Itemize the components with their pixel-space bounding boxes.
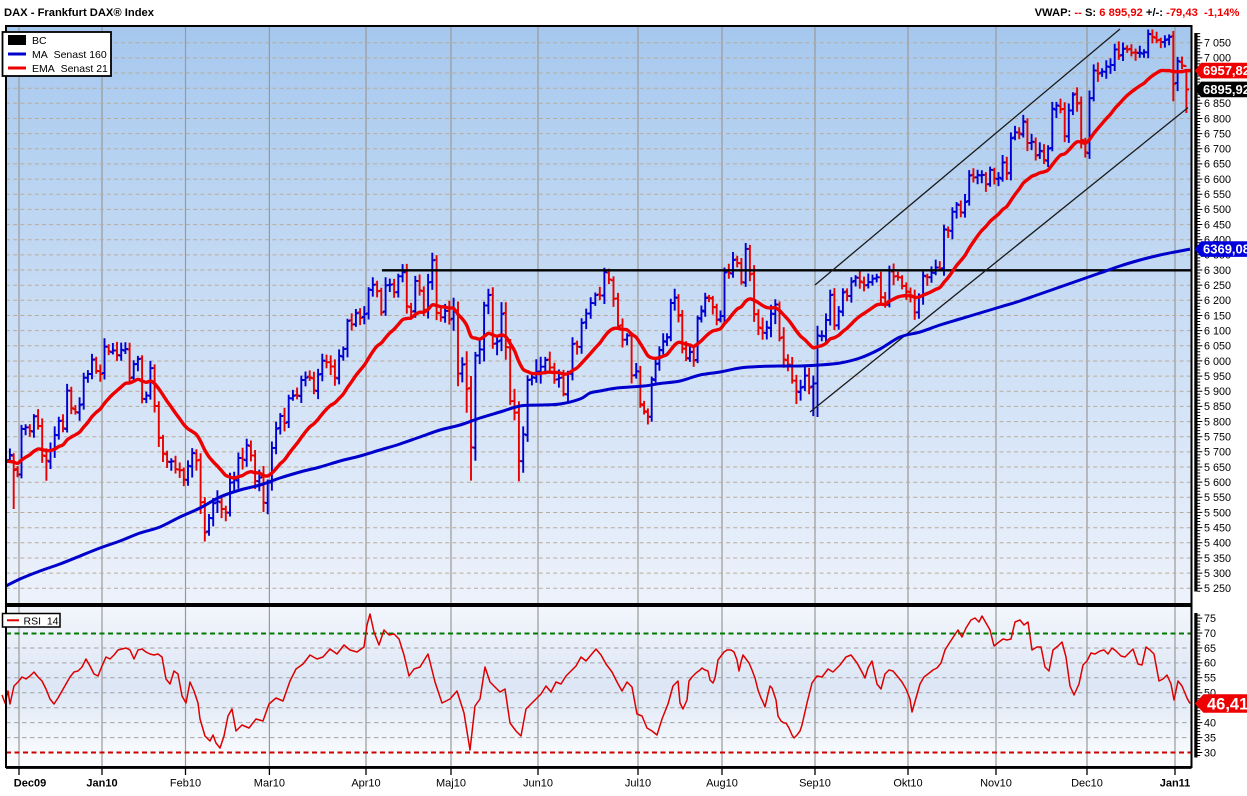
svg-text:Jul10: Jul10	[625, 778, 651, 790]
svg-text:55: 55	[1204, 673, 1216, 685]
svg-text:46,41: 46,41	[1207, 695, 1247, 713]
svg-text:5 700: 5 700	[1204, 447, 1231, 459]
svg-text:5 900: 5 900	[1204, 386, 1231, 398]
svg-text:5 600: 5 600	[1204, 477, 1231, 489]
svg-text:6895,92: 6895,92	[1203, 82, 1247, 97]
svg-text:Maj10: Maj10	[436, 778, 466, 790]
svg-text:35: 35	[1204, 732, 1216, 744]
svg-text:5 350: 5 350	[1204, 553, 1231, 565]
svg-text:60: 60	[1204, 658, 1216, 670]
svg-text:6 150: 6 150	[1204, 310, 1231, 322]
svg-text:6 000: 6 000	[1204, 356, 1231, 368]
svg-text:Nov10: Nov10	[980, 778, 1012, 790]
svg-text:Sep10: Sep10	[799, 778, 831, 790]
svg-text:6 650: 6 650	[1204, 159, 1231, 171]
svg-text:DAX - Frankfurt DAX® Index: DAX - Frankfurt DAX® Index	[4, 7, 155, 19]
svg-text:65: 65	[1204, 643, 1216, 655]
svg-text:Jun10: Jun10	[523, 778, 553, 790]
svg-text:6369,08: 6369,08	[1203, 242, 1247, 257]
svg-text:5 250: 5 250	[1204, 583, 1231, 595]
svg-text:6 600: 6 600	[1204, 174, 1231, 186]
svg-text:30: 30	[1204, 747, 1216, 759]
svg-text:6 500: 6 500	[1204, 204, 1231, 216]
svg-text:Mar10: Mar10	[254, 778, 285, 790]
svg-text:Jan11: Jan11	[1160, 778, 1191, 790]
svg-text:5 500: 5 500	[1204, 507, 1231, 519]
svg-text:6 850: 6 850	[1204, 98, 1231, 110]
svg-text:5 550: 5 550	[1204, 492, 1231, 504]
svg-text:40: 40	[1204, 717, 1216, 729]
svg-text:6 100: 6 100	[1204, 325, 1231, 337]
svg-text:6 250: 6 250	[1204, 280, 1231, 292]
svg-text:5 950: 5 950	[1204, 371, 1231, 383]
svg-text:RSI 14: RSI 14	[24, 616, 59, 628]
svg-text:5 400: 5 400	[1204, 538, 1231, 550]
svg-text:Aug10: Aug10	[706, 778, 738, 790]
svg-text:6 200: 6 200	[1204, 295, 1231, 307]
svg-text:6 300: 6 300	[1204, 265, 1231, 277]
svg-text:Dec09: Dec09	[14, 778, 46, 790]
svg-text:5 800: 5 800	[1204, 416, 1231, 428]
svg-text:6 550: 6 550	[1204, 189, 1231, 201]
svg-text:75: 75	[1204, 613, 1216, 625]
svg-text:VWAP: -- S: 6 895,92 +/-: -7: VWAP: -- S: 6 895,92 +/-: -79,43 -1,14%	[1035, 7, 1240, 19]
svg-text:Okt10: Okt10	[893, 778, 922, 790]
svg-text:7 000: 7 000	[1204, 53, 1231, 65]
svg-text:6 800: 6 800	[1204, 113, 1231, 125]
svg-text:Jan10: Jan10	[86, 778, 117, 790]
svg-text:5 750: 5 750	[1204, 432, 1231, 444]
svg-text:Dec10: Dec10	[1071, 778, 1103, 790]
svg-text:5 450: 5 450	[1204, 523, 1231, 535]
svg-text:EMA Senast 21: EMA Senast 21	[32, 63, 108, 75]
svg-text:5 650: 5 650	[1204, 462, 1231, 474]
svg-text:6 450: 6 450	[1204, 219, 1231, 231]
svg-text:6 700: 6 700	[1204, 144, 1231, 156]
svg-text:7 050: 7 050	[1204, 38, 1231, 50]
svg-text:6957,82: 6957,82	[1203, 63, 1247, 78]
svg-text:5 300: 5 300	[1204, 568, 1231, 580]
svg-text:BC: BC	[32, 35, 47, 47]
svg-text:70: 70	[1204, 628, 1216, 640]
svg-text:MA Senast 160: MA Senast 160	[32, 49, 107, 61]
svg-text:Feb10: Feb10	[170, 778, 201, 790]
svg-text:5 850: 5 850	[1204, 401, 1231, 413]
svg-text:6 050: 6 050	[1204, 341, 1231, 353]
svg-text:6 750: 6 750	[1204, 128, 1231, 140]
svg-text:Apr10: Apr10	[351, 778, 380, 790]
